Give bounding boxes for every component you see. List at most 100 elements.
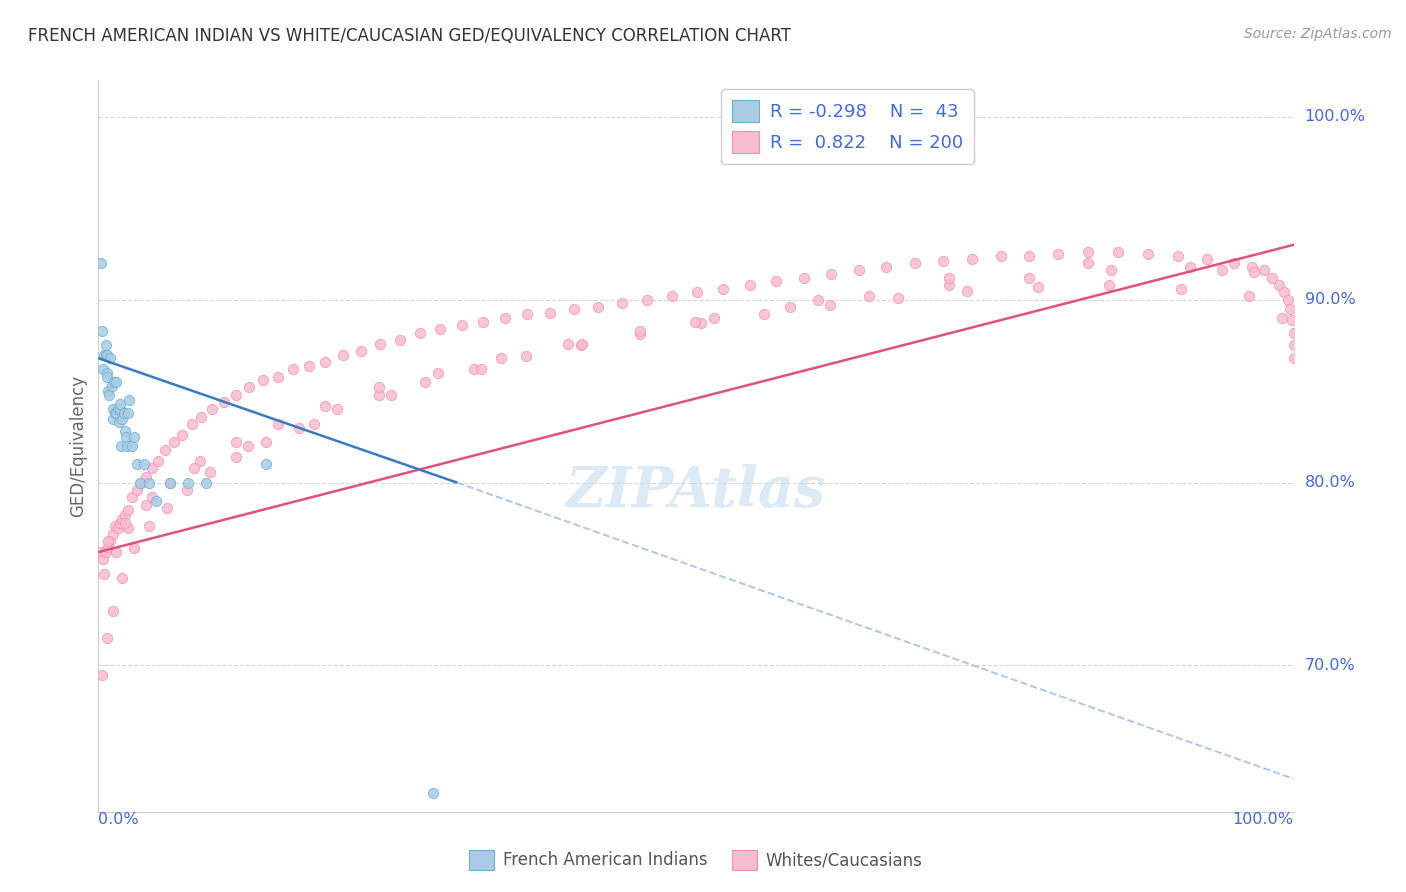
- Point: [180, 417, 202, 431]
- Point: [689, 317, 711, 331]
- Point: [112, 406, 135, 420]
- Point: [515, 350, 537, 364]
- Point: [288, 421, 311, 435]
- Point: [129, 475, 152, 490]
- Point: [114, 516, 136, 530]
- Point: [1278, 301, 1301, 316]
- Text: 90.0%: 90.0%: [1305, 293, 1355, 307]
- Point: [107, 521, 129, 535]
- Point: [636, 293, 658, 307]
- Point: [91, 552, 114, 566]
- Point: [820, 267, 842, 281]
- Point: [848, 263, 870, 277]
- Point: [159, 475, 181, 490]
- Text: FRENCH AMERICAN INDIAN VS WHITE/CAUCASIAN GED/EQUIVALENCY CORRELATION CHART: FRENCH AMERICAN INDIAN VS WHITE/CAUCASIA…: [28, 27, 792, 45]
- Point: [117, 521, 139, 535]
- Point: [225, 388, 247, 402]
- Point: [858, 289, 880, 303]
- Point: [107, 402, 129, 417]
- Point: [1099, 263, 1122, 277]
- Point: [236, 439, 259, 453]
- Point: [132, 458, 155, 472]
- Point: [101, 411, 124, 425]
- Point: [141, 461, 163, 475]
- Point: [190, 409, 212, 424]
- Point: [96, 348, 118, 362]
- Point: [135, 498, 157, 512]
- Point: [212, 395, 235, 409]
- Point: [108, 516, 131, 530]
- Point: [326, 402, 349, 417]
- Point: [183, 461, 205, 475]
- Point: [267, 417, 290, 431]
- Point: [956, 284, 979, 298]
- Point: [1107, 245, 1129, 260]
- Point: [562, 301, 585, 316]
- Point: [121, 490, 143, 504]
- Point: [148, 453, 170, 467]
- Point: [225, 450, 247, 464]
- Point: [135, 470, 157, 484]
- Point: [108, 402, 131, 417]
- Point: [97, 534, 120, 549]
- Point: [159, 475, 181, 490]
- Point: [138, 519, 160, 533]
- Point: [1222, 256, 1246, 270]
- Point: [104, 406, 127, 420]
- Point: [91, 667, 114, 681]
- Point: [350, 343, 373, 358]
- Point: [1282, 351, 1305, 366]
- Point: [489, 351, 512, 366]
- Point: [98, 351, 122, 366]
- Point: [155, 442, 177, 457]
- Point: [315, 399, 337, 413]
- Point: [163, 435, 186, 450]
- Point: [450, 318, 472, 333]
- Point: [1239, 289, 1261, 303]
- Point: [1277, 293, 1299, 307]
- Point: [738, 278, 761, 293]
- Point: [96, 366, 118, 380]
- Point: [1240, 260, 1263, 274]
- Point: [1272, 285, 1295, 300]
- Point: [887, 291, 910, 305]
- Point: [422, 787, 444, 801]
- Point: [138, 475, 160, 490]
- Point: [904, 256, 927, 270]
- Point: [413, 375, 436, 389]
- Point: [118, 393, 141, 408]
- Point: [107, 415, 129, 429]
- Point: [96, 631, 118, 645]
- Point: [105, 406, 128, 420]
- Point: [538, 305, 561, 319]
- Point: [426, 366, 449, 380]
- Point: [298, 359, 321, 373]
- Point: [628, 324, 651, 338]
- Point: [94, 545, 117, 559]
- Point: [793, 270, 815, 285]
- Point: [1271, 311, 1294, 326]
- Point: [105, 545, 128, 559]
- Point: [1253, 263, 1275, 277]
- Point: [176, 483, 198, 497]
- Point: [94, 338, 117, 352]
- Point: [1243, 265, 1265, 279]
- Point: [661, 289, 683, 303]
- Point: [225, 435, 247, 450]
- Point: [683, 315, 706, 329]
- Point: [121, 439, 143, 453]
- Point: [1077, 245, 1099, 260]
- Point: [1018, 249, 1040, 263]
- Point: [1282, 326, 1305, 340]
- Point: [569, 338, 592, 352]
- Point: [101, 526, 124, 541]
- Point: [332, 348, 354, 362]
- Point: [960, 252, 983, 267]
- Point: [610, 296, 633, 310]
- Point: [194, 475, 217, 490]
- Point: [125, 483, 148, 497]
- Point: [93, 567, 115, 582]
- Point: [124, 430, 146, 444]
- Point: [114, 425, 136, 439]
- Point: [131, 475, 153, 490]
